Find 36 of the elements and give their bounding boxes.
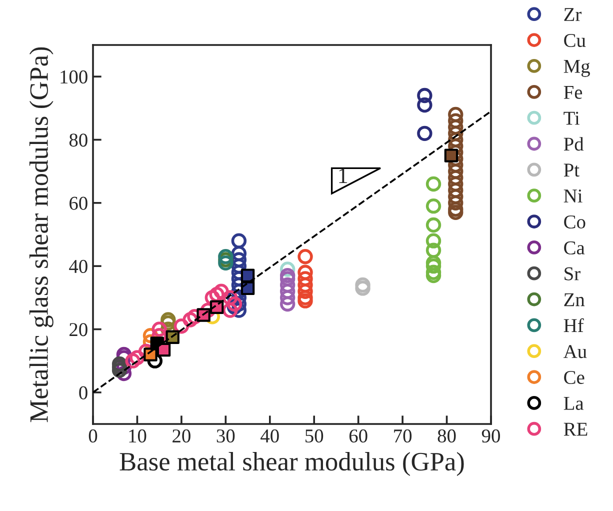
legend-label: Cu (564, 34, 586, 48)
x-axis-title: Base metal shear modulus (GPa) (120, 452, 464, 476)
y-tick-label: 80 (69, 134, 88, 147)
legend-label: Zr (564, 8, 582, 21)
y-tick-label: 60 (70, 196, 88, 210)
legend-label: Fe (564, 86, 582, 99)
legend-label: La (564, 397, 584, 410)
x-tick-label: 20 (172, 429, 190, 443)
legend-label: Sr (564, 267, 580, 280)
legend-label: Co (564, 215, 586, 229)
legend-label: Ca (564, 241, 585, 254)
x-tick-label: 10 (129, 429, 146, 443)
y-tick-label: 40 (69, 260, 88, 274)
legend-label: Mg (564, 60, 590, 77)
legend-label: Ni (564, 190, 582, 202)
x-tick-label: 30 (216, 429, 235, 443)
legend-label: Pt (564, 164, 580, 177)
annotation: 1 (339, 168, 348, 183)
y-tick-label: 0 (79, 386, 88, 400)
y-tick-label: 100 (60, 70, 88, 84)
x-tick-label: 80 (438, 429, 456, 443)
legend-label: Ce (564, 370, 584, 384)
x-tick-label: 50 (306, 429, 324, 443)
legend-label: Ti (564, 112, 580, 125)
x-tick-label: 0 (88, 429, 98, 443)
x-tick-label: 70 (394, 429, 412, 443)
x-tick-label: 60 (349, 429, 368, 443)
legend-label: RE (564, 422, 588, 436)
legend-label: Hf (564, 318, 584, 332)
x-tick-label: 90 (482, 429, 500, 443)
legend-label: Pd (564, 137, 584, 151)
x-tick-label: 40 (260, 429, 279, 443)
y-tick-label: 20 (70, 323, 88, 336)
y-axis-title: Metallic glass shear modulus (GPa) (29, 47, 54, 422)
legend-label: Zn (564, 293, 585, 306)
legend-label: Au (564, 345, 587, 358)
